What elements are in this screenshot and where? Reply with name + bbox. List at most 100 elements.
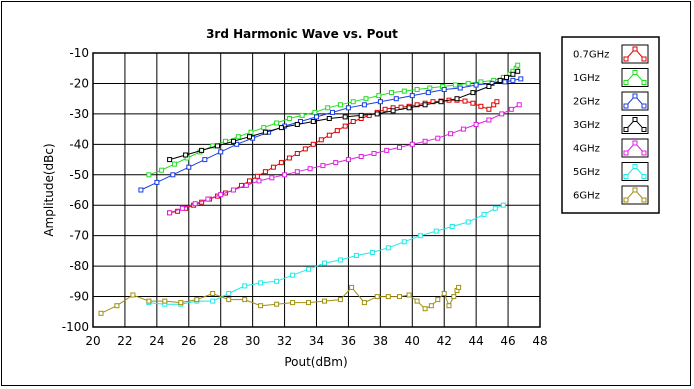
data-point — [299, 112, 305, 118]
data-point — [310, 141, 316, 147]
data-point — [374, 294, 380, 300]
legend-marker — [641, 150, 647, 156]
legend-marker — [641, 80, 647, 85]
data-point — [162, 298, 168, 304]
data-point — [294, 122, 300, 127]
legend-marker — [632, 46, 638, 52]
data-point — [199, 147, 205, 153]
data-point — [247, 134, 252, 140]
data-point — [294, 151, 300, 156]
data-point — [500, 202, 506, 208]
y-tick-label: -60 — [69, 198, 89, 212]
data-point — [307, 166, 313, 172]
data-point — [202, 157, 208, 163]
data-point — [486, 117, 492, 123]
data-point — [334, 128, 340, 134]
data-point — [159, 167, 165, 173]
data-point — [406, 292, 412, 298]
data-point — [322, 298, 327, 304]
data-point — [366, 112, 372, 118]
y-tick-label: -70 — [69, 229, 89, 243]
data-point — [376, 93, 382, 99]
data-point — [428, 303, 434, 309]
data-point — [248, 129, 254, 135]
legend-marker — [641, 56, 647, 62]
x-tick-label: 38 — [373, 334, 388, 348]
x-tick-label: 44 — [469, 334, 484, 348]
data-point — [422, 102, 428, 108]
data-point — [210, 298, 216, 304]
data-point — [262, 169, 268, 175]
data-point — [456, 284, 462, 290]
data-point — [497, 77, 503, 83]
y-tick-label: -80 — [69, 259, 89, 273]
legend-marker — [632, 187, 638, 193]
data-point — [350, 99, 356, 105]
x-tick-label: 22 — [117, 334, 132, 348]
data-point — [261, 125, 267, 131]
data-point — [345, 105, 351, 111]
x-axis-label: Pout(dBm) — [284, 355, 347, 369]
data-point — [465, 80, 471, 86]
data-point — [286, 116, 292, 121]
data-point — [414, 298, 420, 304]
chart-title: 3rd Harmonic Wave vs. Pout — [206, 27, 398, 41]
data-point — [333, 160, 339, 166]
data-point — [384, 147, 390, 153]
data-point — [393, 96, 399, 102]
data-point — [353, 253, 359, 258]
data-point — [186, 164, 192, 170]
data-point — [435, 135, 441, 141]
data-point — [478, 103, 484, 109]
data-point — [363, 96, 369, 102]
data-point — [515, 62, 521, 68]
data-point — [470, 100, 476, 106]
series-5GHz — [146, 202, 506, 307]
data-point — [502, 79, 508, 85]
data-point — [508, 106, 514, 112]
data-point — [516, 102, 522, 108]
legend-label: 6GHz — [573, 191, 600, 202]
data-point — [205, 196, 211, 202]
data-point — [322, 260, 327, 266]
data-point — [325, 105, 331, 111]
data-point — [270, 164, 276, 170]
legend-marker — [623, 80, 629, 85]
data-point — [441, 291, 447, 296]
data-point — [409, 93, 415, 99]
data-point — [290, 300, 296, 306]
data-point — [278, 125, 284, 131]
data-point — [486, 106, 492, 112]
data-point — [452, 82, 458, 88]
x-tick-label: 20 — [85, 334, 100, 348]
data-point — [377, 99, 383, 105]
x-tick-label: 26 — [181, 334, 196, 348]
data-point — [441, 87, 447, 92]
x-tick-label: 42 — [437, 334, 452, 348]
data-point — [183, 152, 189, 158]
data-point — [326, 132, 332, 138]
plot-area-border — [92, 52, 541, 328]
legend-marker — [623, 197, 629, 203]
legend-marker — [641, 103, 647, 109]
data-point — [462, 98, 468, 104]
data-point — [337, 257, 343, 263]
data-point — [361, 300, 367, 306]
legend-label: 3GHz — [573, 120, 600, 131]
y-tick-label: -40 — [69, 137, 89, 151]
data-point — [397, 144, 402, 150]
data-point — [470, 90, 476, 96]
data-point — [114, 303, 120, 309]
data-point — [146, 298, 152, 304]
data-point — [510, 71, 516, 77]
legend-label: 5GHz — [573, 167, 600, 178]
data-point — [192, 201, 198, 207]
data-point — [178, 300, 184, 306]
legend-marker — [632, 164, 638, 169]
data-point — [342, 114, 348, 120]
data-point — [460, 126, 466, 132]
data-point — [175, 208, 181, 214]
data-point — [390, 108, 396, 114]
data-point — [414, 87, 420, 92]
data-point — [146, 172, 152, 178]
